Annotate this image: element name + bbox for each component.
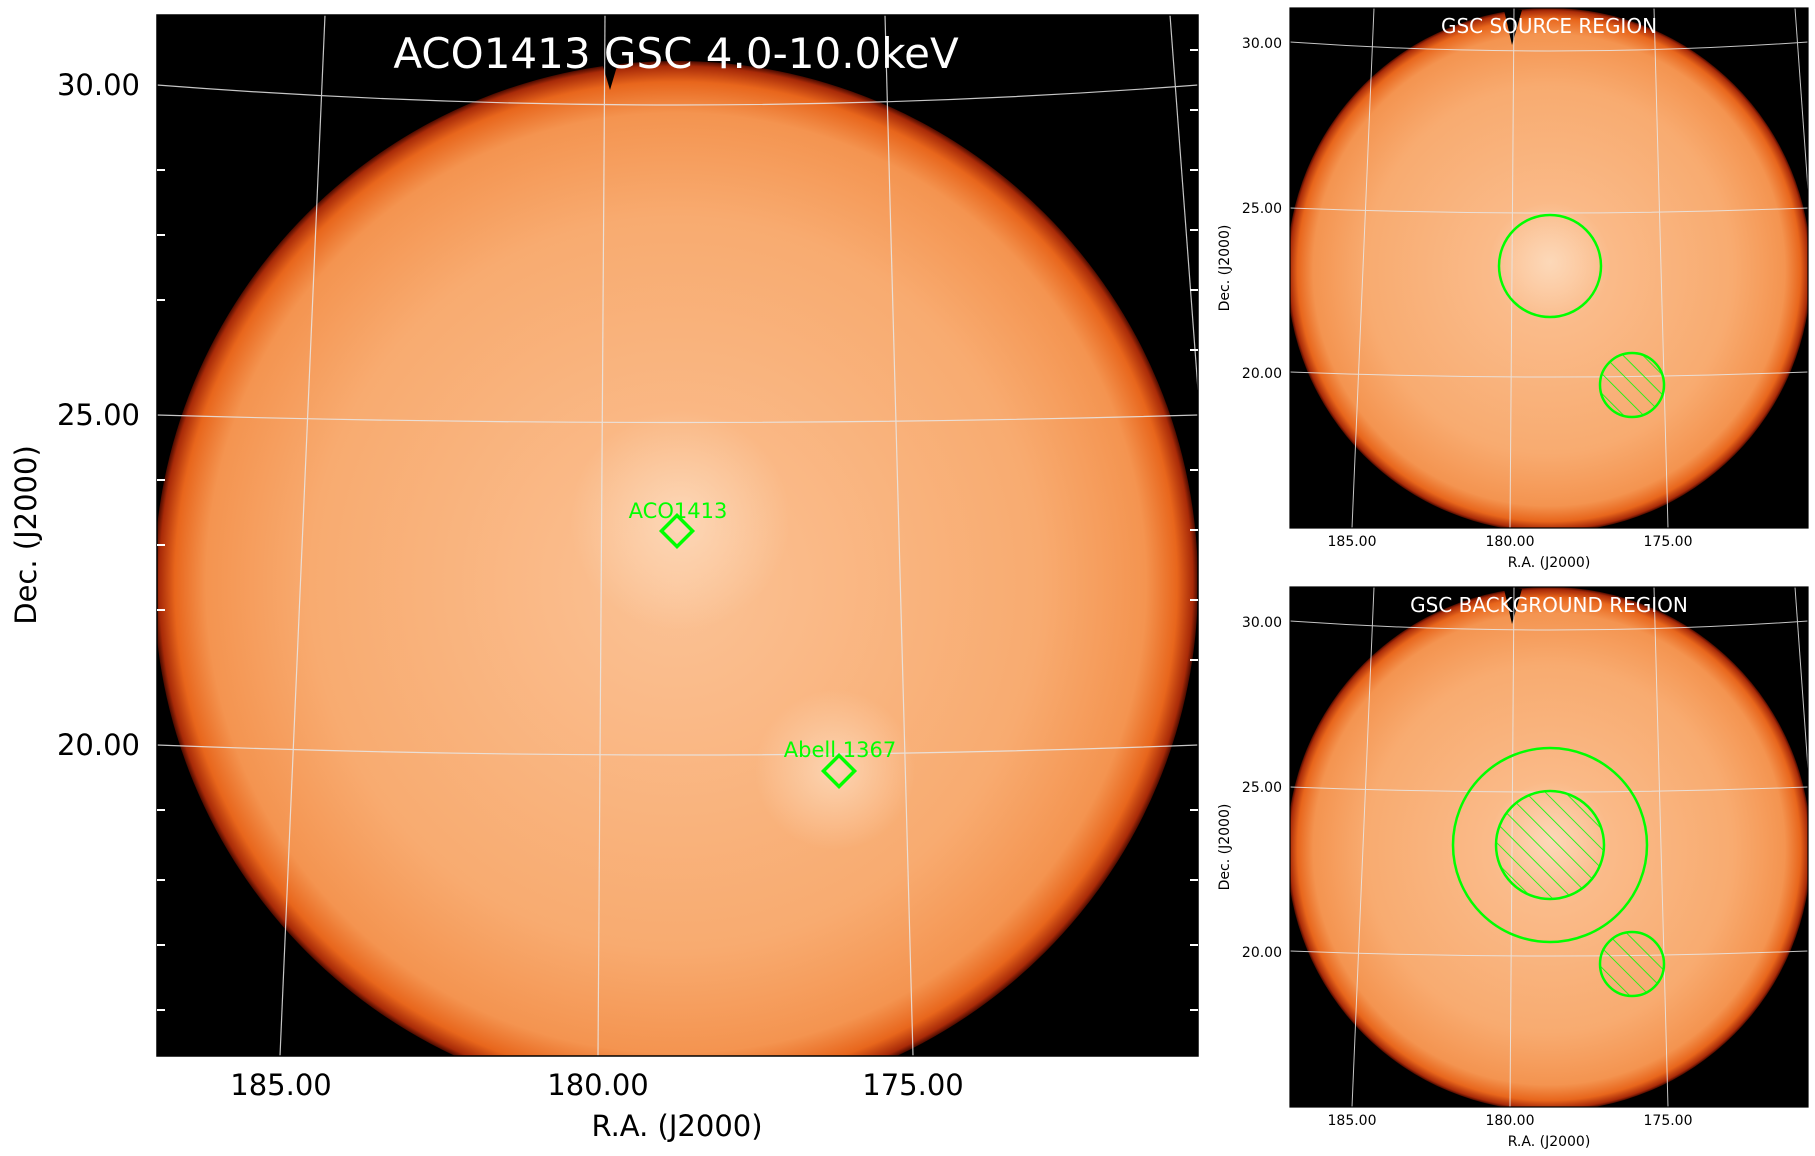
source-disk-notch: [1504, 10, 1522, 45]
source-panel: GSC SOURCE REGION 30.00 25.00 20.00 185.…: [1217, 7, 1809, 571]
main-glow-abell1367: [755, 690, 915, 850]
source-xlabel: R.A. (J2000): [1508, 555, 1591, 571]
source-ytick-25: 25.00: [1242, 201, 1282, 217]
main-xtick-180: 180.00: [547, 1068, 648, 1102]
main-ytick-25: 25.00: [57, 398, 140, 432]
source-ytick-30: 30.00: [1242, 36, 1282, 52]
background-frame: [1289, 586, 1809, 1108]
background-annulus-outer: [1451, 746, 1649, 944]
main-panel: ACO1413 GSC 4.0-10.0keV ACO1413 Abell 13…: [9, 14, 1199, 1143]
background-xtick-185: 185.00: [1328, 1113, 1377, 1129]
source-xtick-175: 175.00: [1644, 534, 1693, 550]
source-xtick-180: 180.00: [1486, 534, 1535, 550]
source-glow: [1490, 202, 1610, 322]
main-xtick-175: 175.00: [862, 1068, 963, 1102]
background-annulus-inner: [1494, 789, 1606, 901]
background-ylabel: Dec. (J2000): [1217, 804, 1233, 891]
main-xtick-185: 185.00: [230, 1068, 331, 1102]
source-ylabel: Dec. (J2000): [1217, 225, 1233, 312]
source-title: GSC SOURCE REGION: [1441, 14, 1657, 38]
main-ylabel: Dec. (J2000): [9, 445, 43, 625]
main-title: ACO1413 GSC 4.0-10.0keV: [393, 29, 959, 78]
marker-abell1367-label: Abell 1367: [784, 738, 896, 762]
background-xtick-180: 180.00: [1486, 1113, 1535, 1129]
main-ytick-30: 30.00: [57, 68, 140, 102]
main-tick-marks: [157, 49, 1198, 1011]
marker-aco1413: ACO1413: [629, 499, 728, 550]
background-excluded-region: [1598, 930, 1666, 998]
main-frame: [156, 14, 1199, 1057]
background-panel: GSC BACKGROUND REGION 30.00 25.00 20.00 …: [1217, 586, 1809, 1150]
background-title: GSC BACKGROUND REGION: [1410, 593, 1688, 617]
marker-abell1367-diamond: [820, 752, 858, 790]
background-disk-notch: [1504, 589, 1522, 624]
source-coordinate-grid: [1290, 8, 1808, 528]
source-ytick-20: 20.00: [1242, 366, 1282, 382]
background-ytick-25: 25.00: [1242, 780, 1282, 796]
main-xlabel: R.A. (J2000): [591, 1109, 762, 1143]
source-region-circle: [1497, 213, 1603, 319]
marker-aco1413-diamond: [658, 512, 696, 550]
main-coordinate-grid: [157, 15, 1198, 1056]
marker-abell1367: Abell 1367: [784, 738, 896, 790]
background-xtick-175: 175.00: [1644, 1113, 1693, 1129]
main-ytick-20: 20.00: [57, 728, 140, 762]
source-frame: [1289, 7, 1809, 529]
source-excluded-region: [1598, 351, 1666, 419]
background-xlabel: R.A. (J2000): [1508, 1134, 1591, 1150]
background-ytick-20: 20.00: [1242, 945, 1282, 961]
marker-aco1413-label: ACO1413: [629, 499, 728, 523]
source-xtick-185: 185.00: [1328, 534, 1377, 550]
main-disk-notch: [590, 22, 630, 90]
background-ytick-30: 30.00: [1242, 615, 1282, 631]
